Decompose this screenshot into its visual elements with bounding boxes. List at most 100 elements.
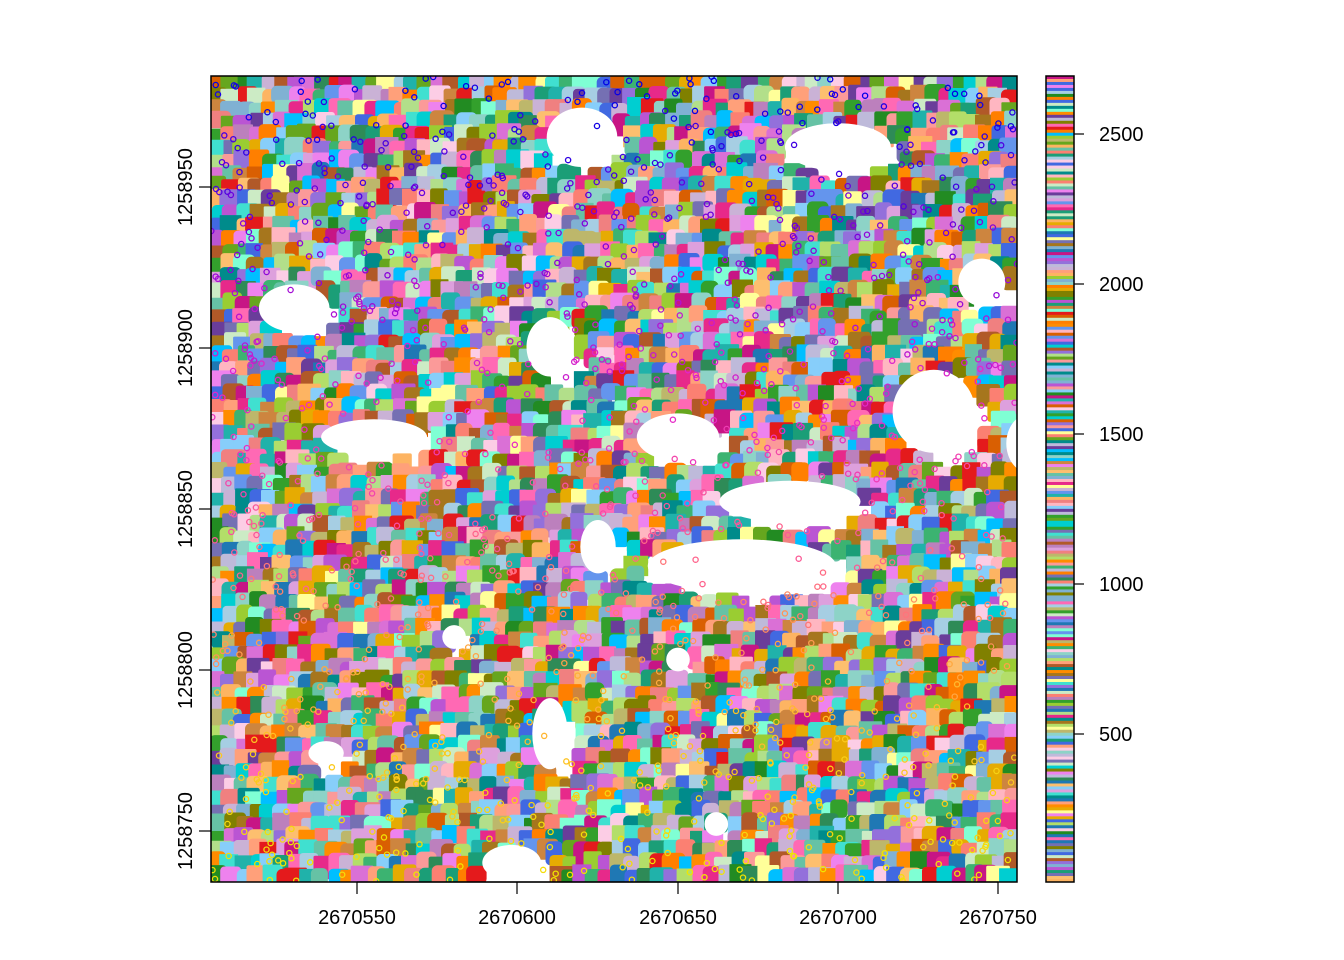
tree-top-marker	[745, 682, 753, 689]
tree-top-marker	[947, 757, 955, 765]
tree-top-marker	[478, 549, 485, 556]
tree-top-marker	[806, 739, 814, 746]
tree-top-marker	[978, 141, 985, 149]
tree-top-marker	[852, 324, 859, 332]
tree-top-marker	[487, 197, 494, 205]
tree-top-marker	[866, 395, 874, 403]
tree-top-marker	[587, 457, 594, 464]
tree-top-marker	[211, 413, 216, 421]
tree-top-marker	[984, 488, 991, 496]
tree-top-marker	[410, 184, 418, 192]
tree-top-marker	[700, 489, 707, 496]
tree-top-marker	[487, 306, 494, 313]
tree-top-marker	[893, 715, 901, 722]
tree-top-marker	[378, 462, 385, 469]
tree-top-marker	[268, 851, 276, 859]
tree-top-marker	[363, 380, 370, 387]
tree-top-marker	[376, 793, 383, 801]
tree-top-marker	[913, 789, 921, 797]
tree-top-marker	[732, 707, 740, 715]
tree-top-marker	[916, 456, 923, 463]
tree-top-marker	[945, 812, 953, 819]
tree-top-marker	[954, 870, 961, 877]
tree-top-marker	[684, 500, 691, 507]
tree-top-marker	[977, 659, 985, 666]
tree-top-marker	[438, 750, 446, 757]
tree-top-marker	[590, 207, 598, 215]
tree-top-marker	[231, 549, 238, 556]
tree-top-marker	[882, 390, 890, 397]
tree-top-marker	[888, 559, 896, 566]
tree-top-marker	[305, 137, 312, 144]
tree-top-marker	[733, 302, 741, 309]
tree-top-marker	[540, 732, 548, 740]
tree-top-marker	[861, 400, 869, 407]
tree-top-marker	[515, 588, 522, 595]
crown-segment	[271, 85, 295, 104]
y-tick-label: 1258900	[175, 309, 197, 387]
tree-top-marker	[881, 850, 889, 857]
tree-top-marker	[478, 366, 486, 374]
tree-top-marker	[477, 628, 485, 635]
tree-top-marker	[735, 521, 743, 529]
tree-top-marker	[272, 136, 280, 143]
y-tick-label: 1258850	[175, 470, 197, 548]
tree-top-marker	[924, 276, 931, 284]
no-data-gap	[321, 419, 428, 455]
tree-top-marker	[622, 590, 630, 597]
tree-top-marker	[689, 458, 697, 466]
tree-top-marker	[587, 396, 595, 404]
no-data-gap	[719, 480, 861, 523]
tree-top-marker	[248, 235, 255, 242]
tree-top-marker	[211, 631, 217, 638]
tree-top-marker	[826, 830, 834, 838]
tree-top-marker	[971, 876, 978, 882]
tree-top-marker	[573, 276, 581, 284]
tree-top-marker	[402, 87, 409, 94]
colorbar-stripe	[1046, 150, 1074, 155]
tree-top-marker	[550, 876, 558, 882]
crown-segment	[298, 240, 318, 260]
tree-top-marker	[786, 847, 794, 855]
tree-top-marker	[896, 659, 903, 667]
crown-segment	[713, 409, 736, 434]
tree-top-marker	[498, 383, 506, 390]
tree-top-marker	[604, 166, 612, 173]
tree-top-marker	[563, 185, 571, 192]
tree-top-marker	[891, 182, 899, 189]
colorbar-stripe	[1046, 195, 1074, 199]
tree-top-marker	[214, 91, 222, 98]
tree-top-marker	[604, 260, 612, 268]
tree-top-marker	[567, 179, 574, 187]
tree-top-marker	[970, 207, 978, 214]
tree-top-marker	[952, 334, 959, 342]
y-tick-label: 1258950	[175, 148, 197, 226]
tree-top-marker	[568, 760, 575, 768]
tree-top-marker	[305, 516, 313, 524]
tree-top-marker	[854, 471, 861, 479]
tree-top-marker	[486, 835, 493, 842]
tree-top-marker	[685, 123, 692, 131]
tree-top-marker	[629, 268, 636, 276]
tree-top-marker	[391, 309, 399, 317]
tree-top-marker	[257, 770, 265, 778]
tree-top-marker	[896, 464, 904, 472]
tree-top-marker	[658, 233, 666, 240]
tree-top-marker	[418, 189, 426, 197]
tree-top-marker	[388, 360, 395, 367]
colorbar-stripe	[1046, 186, 1074, 190]
tree-top-marker	[999, 535, 1006, 542]
tree-top-marker	[472, 530, 479, 538]
tree-top-marker	[317, 683, 324, 691]
tree-top-marker	[305, 253, 313, 260]
tree-top-marker	[751, 431, 758, 439]
tree-top-marker	[703, 95, 710, 103]
tree-top-marker	[394, 301, 402, 309]
tree-top-marker	[993, 767, 1000, 775]
tree-top-marker	[1004, 316, 1012, 323]
tree-top-marker	[830, 349, 837, 357]
tree-top-marker	[642, 196, 649, 203]
tree-top-marker	[910, 596, 918, 603]
tree-top-marker	[836, 216, 844, 223]
tree-top-marker	[449, 813, 456, 820]
